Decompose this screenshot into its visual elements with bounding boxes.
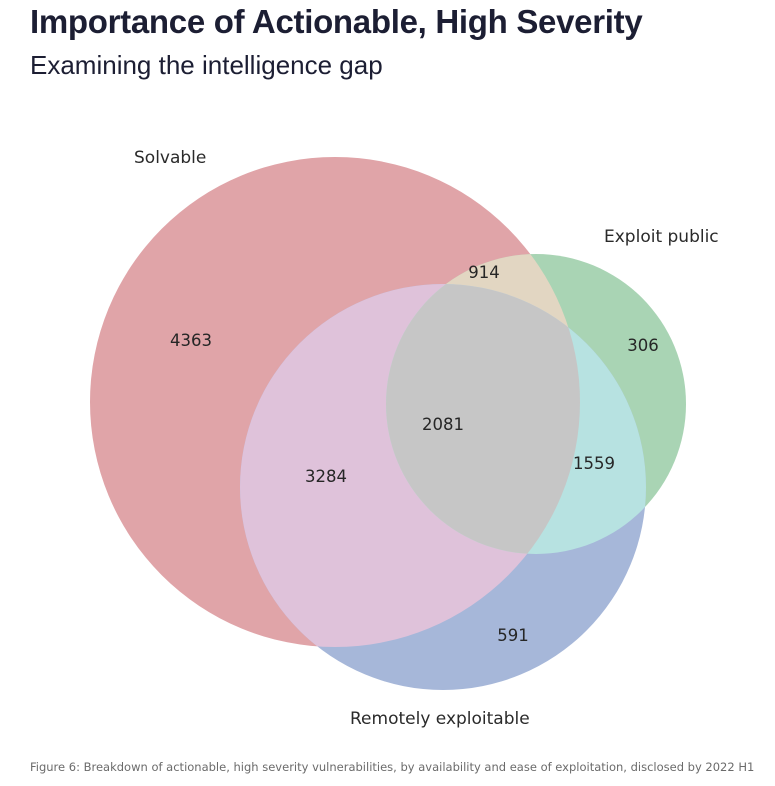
chart-title: Importance of Actionable, High Severity bbox=[30, 3, 643, 40]
region-value-exploit-public-remotely-exploitable: 1559 bbox=[573, 454, 615, 473]
chart-subtitle: Examining the intelligence gap bbox=[30, 50, 383, 80]
region-value-solvable-only: 4363 bbox=[170, 331, 212, 350]
set-label-solvable: Solvable bbox=[134, 148, 206, 168]
region-value-solvable-exploit-public: 914 bbox=[468, 263, 500, 282]
region-value-exploit-public-only: 306 bbox=[627, 336, 659, 355]
region-value-all-three: 2081 bbox=[422, 415, 464, 434]
set-label-exploit-public: Exploit public bbox=[604, 227, 719, 247]
overlap-all-three bbox=[386, 284, 580, 554]
set-label-remotely-exploitable: Remotely exploitable bbox=[350, 709, 530, 729]
region-value-remotely-exploitable-only: 591 bbox=[497, 626, 529, 645]
region-value-solvable-remotely-exploitable: 3284 bbox=[305, 467, 347, 486]
figure-caption: Figure 6: Breakdown of actionable, high … bbox=[30, 760, 755, 774]
